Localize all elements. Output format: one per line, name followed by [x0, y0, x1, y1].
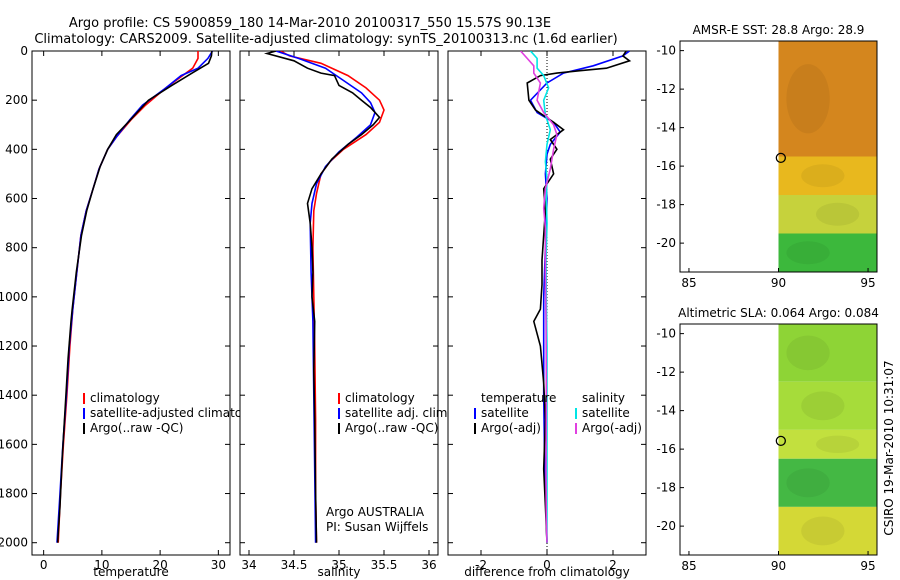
y-tick-label: -10	[656, 44, 676, 58]
difference-legend-salinity-title: salinity	[582, 391, 625, 405]
x-tick-label: 90	[771, 559, 786, 573]
sst-map-field-blotch	[801, 164, 844, 187]
y-tick-label: -20	[656, 519, 676, 533]
salinity-legend-item: satellite adj. clim.	[345, 406, 451, 420]
difference-x-axis-label: difference from climatology	[464, 565, 630, 579]
principal-investigator-annotation: PI: Susan Wijffels	[326, 520, 428, 534]
sst-map-field-blotch	[816, 203, 859, 226]
y-tick-label: 1000	[0, 290, 28, 304]
y-tick-label: 0	[20, 44, 28, 58]
x-tick-label: 34	[241, 558, 256, 572]
sla-map-title: Altimetric SLA: 0.064 Argo: 0.084	[678, 306, 879, 320]
y-tick-label: -12	[656, 82, 676, 96]
y-tick-label: -18	[656, 481, 676, 495]
temperature-legend-item: climatology	[90, 391, 160, 405]
y-tick-label: 800	[5, 241, 28, 255]
y-tick-label: 1200	[0, 339, 28, 353]
figure: Argo profile: CS 5900859_180 14-Mar-2010…	[0, 0, 900, 580]
salinity-legend-item: Argo(..raw -QC)	[345, 421, 438, 435]
y-tick-label: 400	[5, 142, 28, 156]
figure-title-line2: Climatology: CARS2009. Satellite-adjuste…	[34, 32, 617, 47]
y-tick-label: 1600	[0, 437, 28, 451]
sst-map-field-blotch	[786, 64, 829, 133]
y-tick-label: -18	[656, 198, 676, 212]
sla-map-field-blotch	[801, 391, 844, 420]
salinity-legend-item: climatology	[345, 391, 415, 405]
x-tick-label: 34.5	[281, 558, 308, 572]
sla-map-field-blotch	[786, 468, 829, 497]
sst-map-panel: 85 90 95 -10 -12 -14 -16 -18 -20 AMSR-E SST: 28.8…	[656, 23, 877, 290]
x-tick-label: 30	[211, 558, 226, 572]
difference-legend-temperature-item: satellite	[481, 406, 529, 420]
x-tick-label: 85	[681, 276, 696, 290]
difference-legend-temperature-item: Argo(-adj)	[481, 421, 541, 435]
credit-text: CSIRO 19-Mar-2010 10:31:07	[882, 360, 896, 535]
sla-map-field-blotch	[816, 436, 859, 453]
salinity-x-axis-label: salinity	[317, 565, 360, 579]
y-tick-label: 200	[5, 93, 28, 107]
float-owner-annotation: Argo AUSTRALIA	[326, 505, 425, 519]
y-tick-label: -12	[656, 365, 676, 379]
salinity-plot-frame	[240, 51, 438, 555]
sla-map-field-blotch	[786, 336, 829, 371]
figure-title-line1: Argo profile: CS 5900859_180 14-Mar-2010…	[69, 16, 551, 31]
y-tick-label: -20	[656, 236, 676, 250]
sst-map-title: AMSR-E SST: 28.8 Argo: 28.9	[693, 23, 865, 37]
x-tick-label: 90	[771, 276, 786, 290]
x-tick-label: 95	[860, 276, 875, 290]
x-tick-label: 95	[860, 559, 875, 573]
y-tick-label: 1800	[0, 487, 28, 501]
chart-panels: 0 10 20 30020040060080010001200140016001800…	[0, 23, 879, 579]
temperature-legend-item: Argo(..raw -QC)	[90, 421, 183, 435]
y-tick-label: 2000	[0, 536, 28, 550]
y-tick-label: -16	[656, 442, 676, 456]
difference-legend-salinity-item: Argo(-adj)	[582, 421, 642, 435]
x-tick-label: 85	[681, 559, 696, 573]
y-tick-label: 600	[5, 192, 28, 206]
sla-map-field-blotch	[801, 517, 844, 546]
x-tick-label: 36	[421, 558, 436, 572]
y-tick-label: -14	[656, 121, 676, 135]
difference-legend-temperature-title: temperature	[481, 391, 556, 405]
sst-map-field-blotch	[786, 241, 829, 264]
sla-map-panel: 85 90 95 -10 -12 -14 -16 -18 -20 Altimetric SLA: …	[656, 306, 878, 573]
x-tick-label: 0	[40, 558, 48, 572]
temperature-x-axis-label: temperature	[93, 565, 168, 579]
x-tick-label: 35.5	[371, 558, 398, 572]
salinity-panel: 34 34.5 35 35.5 36salinityclimatologysatelli…	[240, 51, 451, 579]
difference-legend-salinity-item: satellite	[582, 406, 630, 420]
y-tick-label: -16	[656, 159, 676, 173]
y-tick-label: -10	[656, 327, 676, 341]
y-tick-label: 1400	[0, 388, 28, 402]
temperature-panel: 0 10 20 30020040060080010001200140016001800…	[0, 44, 268, 579]
y-tick-label: -14	[656, 404, 676, 418]
